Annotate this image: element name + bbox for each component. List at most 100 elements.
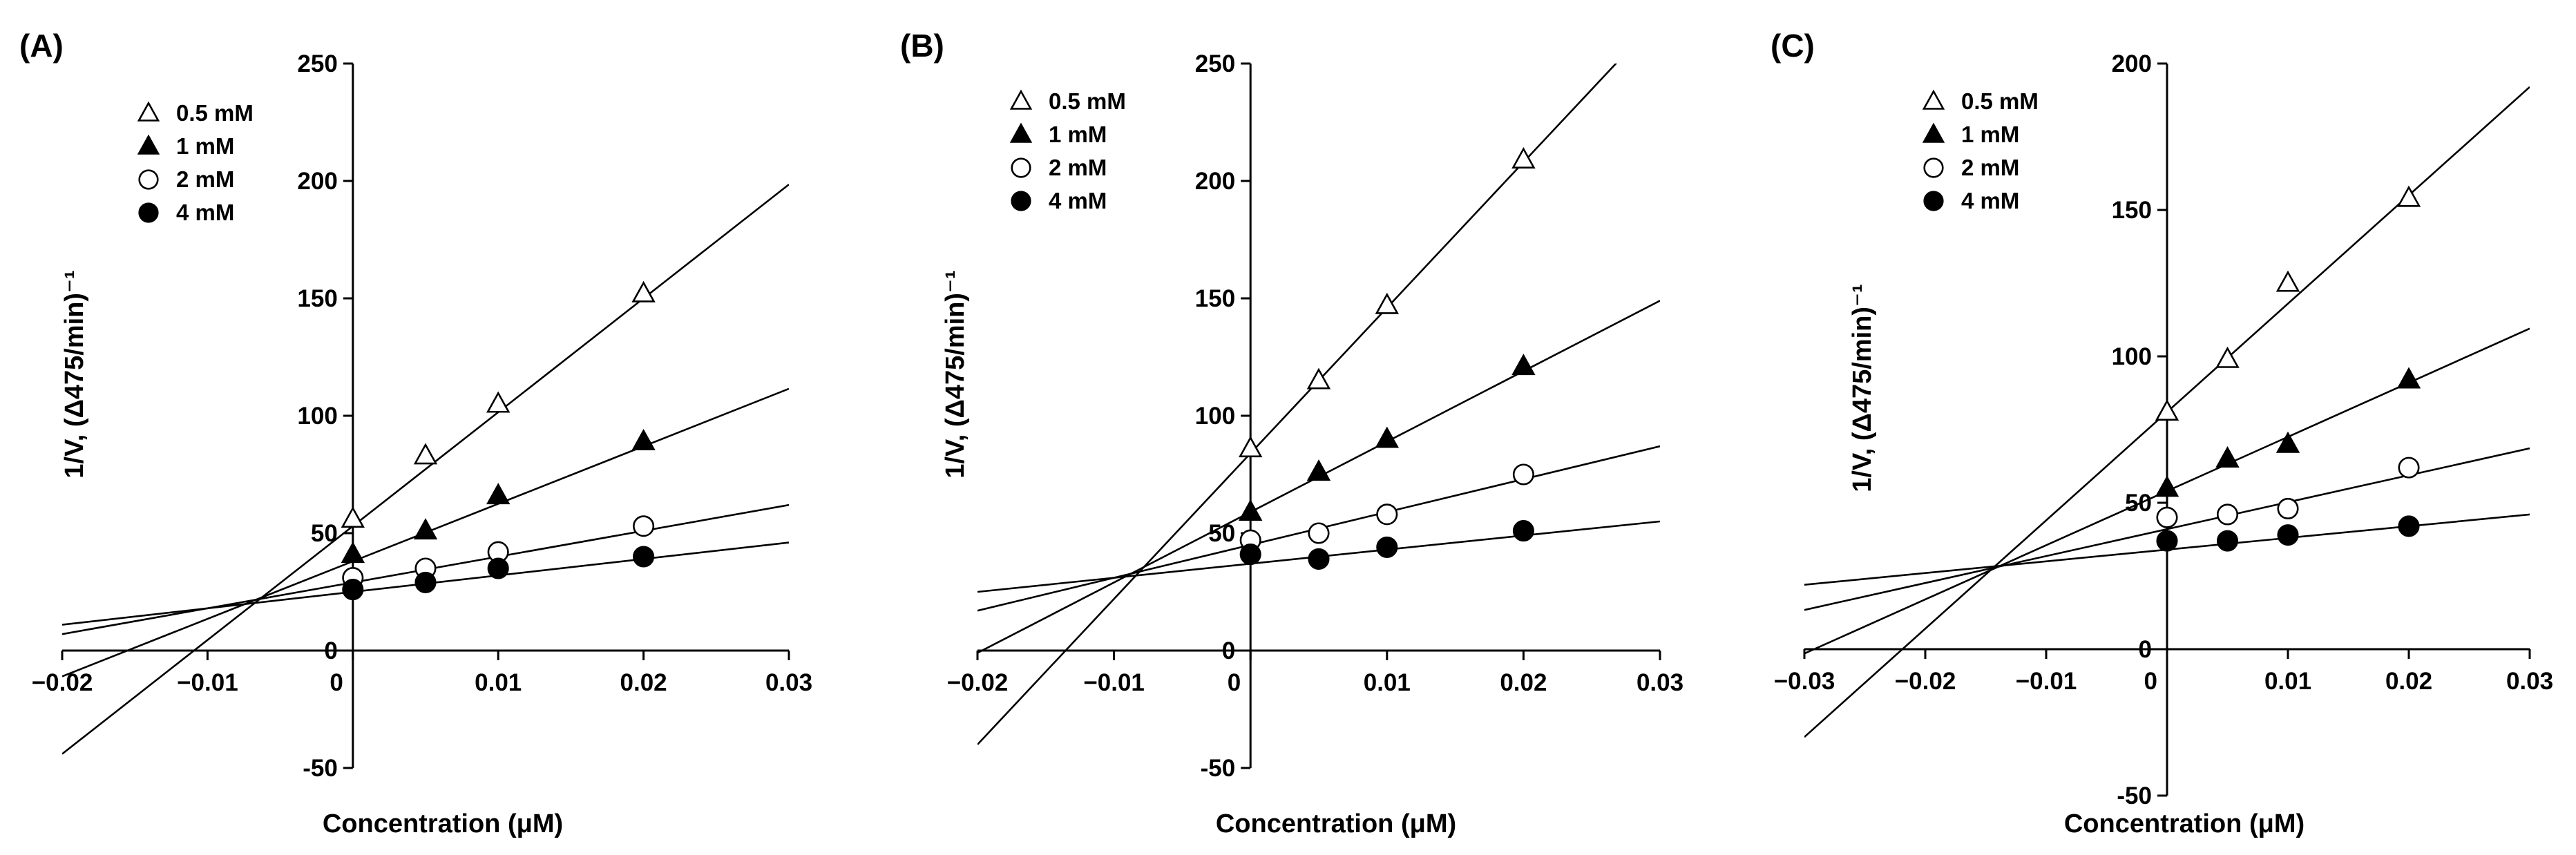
y-axis-title: 1/V, (Δ475/min)⁻¹ xyxy=(60,270,89,479)
data-point xyxy=(2398,515,2420,537)
data-point xyxy=(1308,548,1330,570)
y-tick-label: 150 xyxy=(1195,285,1235,312)
y-axis-title: 1/V, (Δ475/min)⁻¹ xyxy=(1848,284,1877,492)
data-point xyxy=(2216,503,2239,526)
legend-marker xyxy=(1011,191,1031,211)
x-tick-label: −0.02 xyxy=(947,669,1009,696)
y-tick-label: 200 xyxy=(2112,50,2152,77)
legend-marker xyxy=(1923,191,1944,211)
data-point xyxy=(486,391,511,413)
chart-panel-1: (A) −0.02 −0.01 0 0.01 0.02 0.03 -50 0 50 100 150 20… xyxy=(19,28,812,838)
data-point xyxy=(2216,530,2239,552)
data-point xyxy=(2215,346,2240,368)
legend-label: 4 mM xyxy=(1049,188,1107,213)
data-point xyxy=(1308,522,1330,544)
data-point xyxy=(1376,536,1398,558)
legend-label: 0.5 mM xyxy=(176,100,254,126)
x-tick-label: −0.01 xyxy=(1083,669,1145,696)
data-point xyxy=(633,546,655,568)
data-point xyxy=(342,579,364,601)
x-tick-label: 0.01 xyxy=(2264,668,2311,695)
data-point xyxy=(631,280,656,302)
data-point xyxy=(1238,436,1263,458)
y-tick-label: 100 xyxy=(2112,343,2152,370)
y-axis-title: 1/V, (Δ475/min)⁻¹ xyxy=(941,270,970,479)
fit-lines xyxy=(62,184,789,755)
data-point xyxy=(414,571,437,593)
data-point xyxy=(413,518,438,540)
x-tick-label: 0.01 xyxy=(475,669,522,696)
legend-label: 4 mM xyxy=(1961,188,2019,213)
data-point xyxy=(413,443,438,465)
panel-label: (C) xyxy=(1771,28,1815,64)
data-point xyxy=(2155,399,2179,421)
data-point xyxy=(1375,292,1400,314)
data-point xyxy=(487,557,509,579)
data-point xyxy=(2277,524,2299,546)
x-tick-label: −0.01 xyxy=(2016,668,2077,695)
data-point xyxy=(633,515,655,537)
x-tick-label: 0.03 xyxy=(765,669,812,696)
x-tick-label: −0.02 xyxy=(1895,668,1956,695)
x-tick-label: 0.02 xyxy=(620,669,667,696)
y-tick-label: 150 xyxy=(2112,197,2152,224)
x-tick-label: 0.03 xyxy=(1637,669,1683,696)
chart-panel-3: (C)−0.03−0.02−0.0100.010.020.03-50050100… xyxy=(1771,28,2553,838)
x-axis-title: Concentration (μM) xyxy=(2064,809,2305,838)
legend-marker xyxy=(137,101,160,122)
x-tick-label: −0.03 xyxy=(1774,668,1835,695)
y-tick-label: 250 xyxy=(1195,50,1235,77)
x-tick-label: 0.02 xyxy=(2385,668,2432,695)
data-point xyxy=(341,541,365,564)
y-tick-label: 0 xyxy=(324,637,337,664)
y-tick-label: 200 xyxy=(1195,168,1235,195)
data-point xyxy=(341,506,365,528)
legend-marker xyxy=(1922,122,1945,143)
data-point xyxy=(1306,459,1331,481)
legend: 0.5 mM 1 mM 2 mM 4 mM xyxy=(137,100,254,225)
data-point xyxy=(1511,146,1536,169)
x-tick-label: 0.01 xyxy=(1364,669,1411,696)
legend-marker xyxy=(1009,89,1033,110)
x-tick-label: −0.02 xyxy=(32,669,93,696)
legend-label: 1 mM xyxy=(1961,122,2019,147)
data-point xyxy=(1306,367,1331,390)
y-tick-label: 100 xyxy=(297,403,337,430)
data-point xyxy=(1512,520,1534,542)
legend-label: 2 mM xyxy=(1049,155,1107,180)
x-tick-label: 0 xyxy=(2144,668,2157,695)
y-tick-label: 250 xyxy=(297,50,337,77)
legend-marker xyxy=(138,169,159,190)
legend-marker xyxy=(137,134,160,155)
legend-label: 0.5 mM xyxy=(1961,88,2039,114)
data-point xyxy=(2396,367,2421,389)
x-tick-label: 0 xyxy=(330,669,343,696)
fit-line-0.5-mM xyxy=(62,184,789,755)
data-point xyxy=(2156,530,2178,552)
legend-marker xyxy=(1923,157,1944,178)
data-point xyxy=(486,483,511,505)
y-tick-label: 0 xyxy=(2139,636,2152,663)
chart-panel-2: (B) −0.02 −0.01 0 0.01 0.02 0.03 -50 0 50 100 150 20… xyxy=(900,28,1683,838)
legend-label: 1 mM xyxy=(176,133,234,159)
data-point xyxy=(2155,475,2179,497)
x-tick-label: 0.02 xyxy=(1500,669,1547,696)
data-point xyxy=(2276,431,2300,453)
legend-label: 1 mM xyxy=(1049,122,1107,147)
y-tick-label: 100 xyxy=(1195,403,1235,430)
data-point xyxy=(1238,499,1263,521)
x-axis-title: Concentration (μM) xyxy=(323,809,563,838)
data-point xyxy=(2277,497,2299,520)
legend-label: 2 mM xyxy=(176,166,234,192)
legend: 0.5 mM 1 mM 2 mM 4 mM xyxy=(1922,88,2039,213)
data-point xyxy=(2156,506,2178,528)
y-tick-label: -50 xyxy=(2117,782,2152,809)
data-point xyxy=(2398,457,2420,479)
data-point xyxy=(1511,354,1536,376)
y-tick-label: -50 xyxy=(1201,755,1236,782)
x-tick-label: −0.01 xyxy=(177,669,238,696)
x-tick-label: 0.03 xyxy=(2506,668,2553,695)
x-axis-title: Concentration (μM) xyxy=(1216,809,1456,838)
legend-label: 2 mM xyxy=(1961,155,2019,180)
